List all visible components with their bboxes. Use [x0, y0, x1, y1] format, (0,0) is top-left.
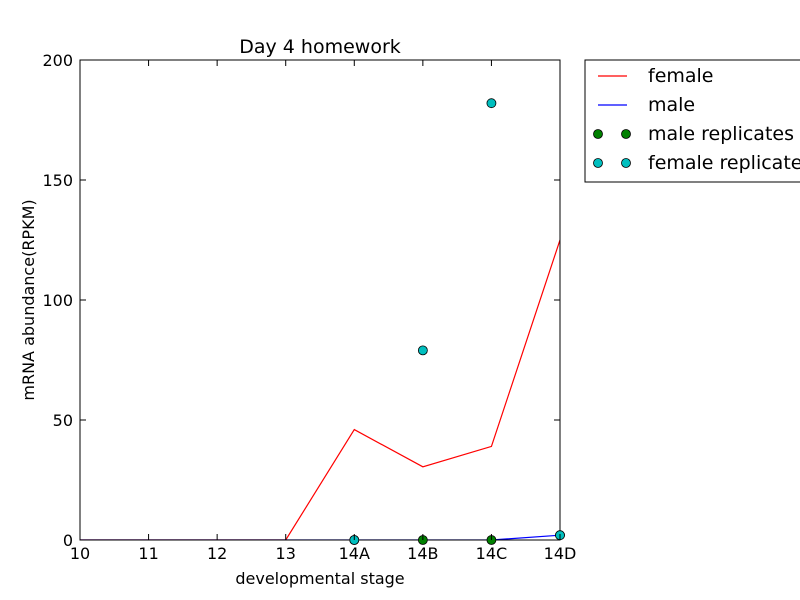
x-tick-label: 14D — [544, 544, 577, 563]
y-axis-label: mRNA abundance(RPKM) — [19, 199, 38, 400]
legend-label-male: male — [648, 94, 695, 116]
legend-items: female male male replicates female replicat… — [593, 65, 800, 174]
legend-swatch-male-replicates — [621, 129, 631, 139]
legend-label-male-replicates: male replicates — [648, 123, 794, 145]
x-tick-label: 14B — [407, 544, 438, 563]
series-line-female — [80, 239, 560, 540]
y-tick-label: 150 — [42, 171, 73, 190]
x-tick-label: 13 — [276, 544, 296, 563]
x-tick-label: 14A — [339, 544, 370, 563]
y-tick-label: 50 — [53, 411, 73, 430]
x-tick-label: 14C — [476, 544, 508, 563]
legend-frame — [584, 59, 800, 183]
plot-frame — [79, 59, 561, 541]
legend-label-female: female — [648, 65, 714, 87]
legend-swatch-female-replicates — [621, 158, 631, 168]
x-axis-label: developmental stage — [235, 569, 404, 588]
legend: female male male replicates female replicat… — [584, 59, 800, 183]
x-tick-label: 12 — [207, 544, 227, 563]
y-tick-label: 200 — [42, 51, 73, 70]
legend-swatch-female-replicates — [593, 158, 603, 168]
legend-swatch-male-replicates — [593, 129, 603, 139]
legend-label-female-replicates: female replicates — [648, 152, 800, 174]
points-layer — [349, 98, 565, 545]
x-tick-label: 11 — [138, 544, 158, 563]
chart-title: Day 4 homework — [239, 36, 401, 58]
y-tick-label: 0 — [63, 531, 73, 550]
series-layer — [80, 239, 560, 540]
data-point-female-replicates — [417, 345, 428, 356]
data-point-female-replicates — [486, 98, 497, 109]
y-tick-label: 100 — [42, 291, 73, 310]
ticks-layer: 10 11 12 13 14A 14B 14C 14D 0 50 100 150 200 — [42, 51, 576, 563]
x-tick-label: 10 — [70, 544, 90, 563]
